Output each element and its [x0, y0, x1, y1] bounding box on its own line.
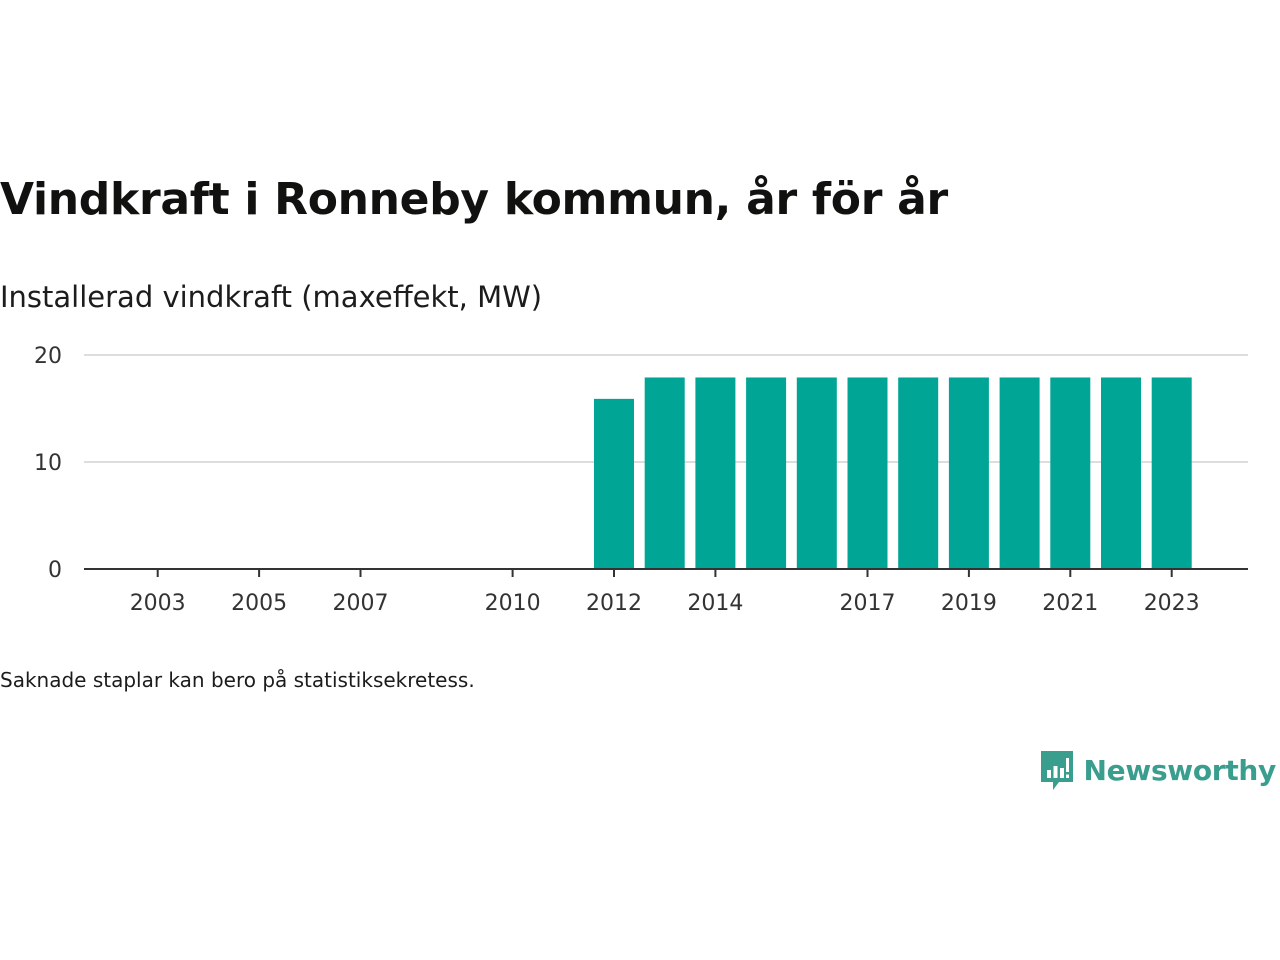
x-tick-label: 2019 [941, 591, 997, 616]
bars [594, 377, 1192, 569]
x-tick-label: 2023 [1144, 591, 1200, 616]
x-tick-label: 2017 [840, 591, 896, 616]
y-tick-label: 20 [34, 344, 62, 369]
newsworthy-logo: Newsworthy [1038, 748, 1276, 792]
bar-2016 [796, 377, 837, 569]
y-axis-ticks: 0 10 20 [34, 344, 62, 583]
footnote: Saknade staplar kan bero på statistiksek… [0, 668, 475, 692]
bar-2021 [1050, 377, 1091, 569]
bar-2018 [898, 377, 939, 569]
x-axis-ticks: 2003 2005 2007 2010 2012 2014 2017 2019 2021 2023 [130, 569, 1200, 616]
y-tick-label: 0 [48, 558, 62, 583]
x-tick-label: 2007 [333, 591, 389, 616]
bar-2019 [948, 377, 989, 569]
chart-subtitle: Installerad vindkraft (maxeffekt, MW) [0, 280, 543, 314]
newsworthy-logo-text: Newsworthy [1083, 753, 1277, 787]
bar-2022 [1101, 377, 1141, 569]
bar-2015 [746, 377, 787, 569]
chart-title: Vindkraft i Ronneby kommun, år för år [0, 174, 948, 225]
newsworthy-logo-icon [1040, 751, 1073, 790]
x-tick-label: 2014 [687, 591, 743, 616]
x-tick-label: 2010 [485, 591, 541, 616]
bar-2023 [1151, 377, 1192, 569]
y-tick-label: 10 [34, 451, 62, 476]
x-tick-label: 2021 [1042, 591, 1098, 616]
bar-2012 [594, 398, 634, 569]
x-tick-label: 2012 [586, 591, 642, 616]
x-tick-label: 2005 [231, 591, 287, 616]
bar-2017 [847, 377, 888, 569]
bar-2013 [644, 377, 685, 569]
bar-2020 [999, 377, 1040, 569]
bar-2014 [695, 377, 736, 569]
x-tick-label: 2003 [130, 591, 186, 616]
